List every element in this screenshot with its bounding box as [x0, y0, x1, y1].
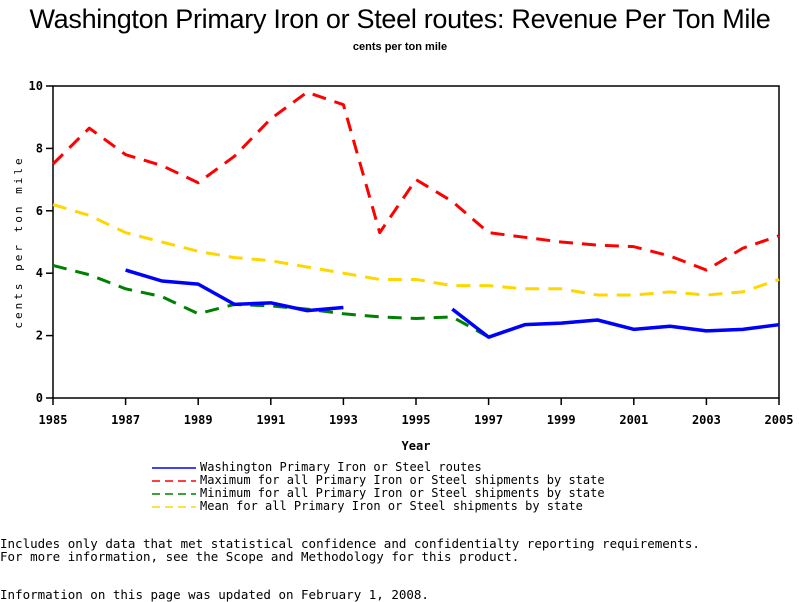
legend-label: Minimum for all Primary Iron or Steel sh…: [200, 486, 605, 500]
series-line-maximum: [51, 90, 780, 272]
legend-item: Maximum for all Primary Iron or Steel sh…: [152, 474, 605, 487]
legend: Washington Primary Iron or Steel routes M…: [152, 461, 605, 513]
footnote-confidence: Includes only data that met statistical …: [0, 536, 700, 551]
legend-label: Mean for all Primary Iron or Steel shipm…: [200, 499, 583, 513]
x-tick-label: 1999: [547, 413, 576, 427]
legend-label: Maximum for all Primary Iron or Steel sh…: [200, 473, 605, 487]
footnote-updated: Information on this page was updated on …: [0, 587, 429, 602]
line-chart: 0 2 4 6 8 10 1985 1987 1989 1991 1993 1995 1997 1999…: [12, 79, 794, 453]
x-tick-label: 1989: [184, 413, 213, 427]
x-tick-label: 1997: [474, 413, 503, 427]
x-tick-label: 2003: [692, 413, 721, 427]
y-tick-label: 6: [36, 204, 43, 218]
series-line-washington: [451, 307, 780, 339]
legend-swatch: [152, 466, 196, 469]
series-line-mean: [52, 203, 780, 297]
y-axis-title: cents per ton mile: [12, 155, 25, 328]
legend-swatch: [152, 505, 196, 508]
y-tick-label: 10: [29, 79, 43, 93]
y-axis: 0 2 4 6 8 10: [29, 79, 53, 405]
x-tick-label: 1985: [39, 413, 68, 427]
y-tick-label: 4: [36, 266, 43, 280]
y-tick-label: 0: [36, 391, 43, 405]
legend-swatch: [152, 492, 196, 495]
x-tick-label: 1991: [256, 413, 285, 427]
legend-swatch: [152, 479, 196, 482]
chart-title: Washington Primary Iron or Steel routes:…: [29, 4, 771, 34]
x-tick-label: 2005: [765, 413, 794, 427]
x-tick-label: 2001: [619, 413, 648, 427]
footnote-methodology: For more information, see the Scope and …: [0, 549, 520, 564]
chart-subtitle: cents per ton mile: [352, 41, 448, 53]
x-tick-label: 1993: [329, 413, 358, 427]
y-tick-label: 8: [36, 141, 43, 155]
legend-item: Minimum for all Primary Iron or Steel sh…: [152, 487, 605, 500]
legend-label: Washington Primary Iron or Steel routes: [200, 460, 482, 474]
x-axis-title: Year: [402, 439, 431, 453]
x-axis: 1985 1987 1989 1991 1993 1995 1997 1999 2001 2003…: [39, 398, 794, 427]
x-tick-label: 1995: [402, 413, 431, 427]
x-tick-label: 1987: [111, 413, 140, 427]
series-layer: [51, 90, 780, 339]
legend-item: Mean for all Primary Iron or Steel shipm…: [152, 500, 605, 513]
series-line-washington: [125, 268, 344, 313]
legend-item: Washington Primary Iron or Steel routes: [152, 461, 605, 474]
y-tick-label: 2: [36, 329, 43, 343]
